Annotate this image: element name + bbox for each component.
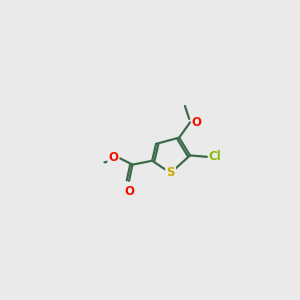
Text: O: O [108,152,118,164]
Text: O: O [191,116,201,129]
Text: Cl: Cl [209,150,221,163]
Text: O: O [124,185,134,198]
Text: S: S [167,167,175,179]
